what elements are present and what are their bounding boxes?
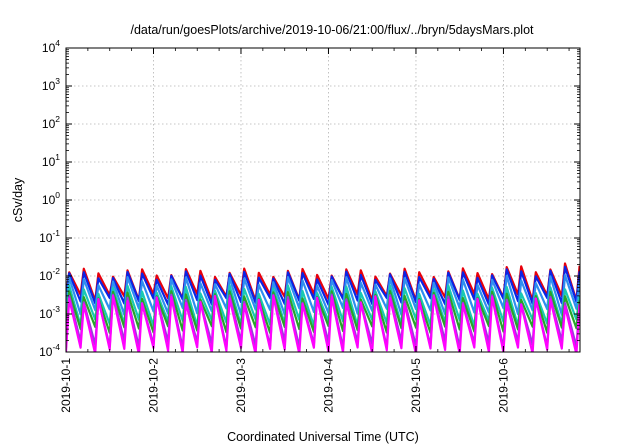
y-tick-exponent: 4 <box>55 38 60 48</box>
series-line-7 <box>66 294 580 352</box>
x-axis: 2019-10-1 2019-10-2 2019-10-3 2019-10-4 2019… <box>59 48 570 413</box>
series-line-3 <box>66 274 580 316</box>
x-tick-label: 2019-10-6 <box>496 358 510 413</box>
y-tick-exponent: 3 <box>55 76 60 86</box>
y-tick-label: 10-2 <box>39 266 60 283</box>
y-tick-base: 10 <box>39 307 53 321</box>
chart-title: /data/run/goesPlots/archive/2019-10-06/2… <box>130 23 534 37</box>
x-axis-label: Coordinated Universal Time (UTC) <box>227 430 419 444</box>
y-tick-exponent: 1 <box>55 152 60 162</box>
grid <box>66 48 580 352</box>
y-tick-label: 100 <box>42 190 60 207</box>
y-tick-label: 102 <box>42 114 60 131</box>
y-tick-base: 10 <box>42 193 56 207</box>
x-tick-label: 2019-10-2 <box>146 358 160 413</box>
x-tick-label: 2019-10-4 <box>321 358 335 413</box>
x-tick-label: 2019-10-5 <box>409 358 423 413</box>
y-axis-label: cSv/day <box>11 177 25 222</box>
y-tick-label: 10-1 <box>39 228 60 245</box>
y-tick-label: 101 <box>42 152 60 169</box>
y-tick-label: 104 <box>42 38 60 55</box>
y-tick-base: 10 <box>42 79 56 93</box>
y-tick-exponent: -1 <box>52 228 60 238</box>
y-tick-base: 10 <box>42 41 56 55</box>
y-tick-exponent: -3 <box>52 304 60 314</box>
x-tick-label: 2019-10-3 <box>234 358 248 413</box>
series-line-5 <box>66 290 580 334</box>
series-line-2 <box>66 265 580 306</box>
y-tick-label: 10-3 <box>39 304 60 321</box>
data-series <box>66 262 580 352</box>
y-tick-base: 10 <box>39 269 53 283</box>
y-tick-base: 10 <box>42 117 56 131</box>
y-tick-base: 10 <box>39 231 53 245</box>
y-tick-label: 10-4 <box>39 342 60 359</box>
y-tick-base: 10 <box>42 155 56 169</box>
y-tick-exponent: -2 <box>52 266 60 276</box>
series-line-4 <box>66 284 580 328</box>
x-tick-label: 2019-10-1 <box>59 358 73 413</box>
y-tick-label: 103 <box>42 76 60 93</box>
y-tick-base: 10 <box>39 345 53 359</box>
y-tick-exponent: 0 <box>55 190 60 200</box>
y-tick-exponent: 2 <box>55 114 60 124</box>
y-tick-exponent: -4 <box>52 342 60 352</box>
